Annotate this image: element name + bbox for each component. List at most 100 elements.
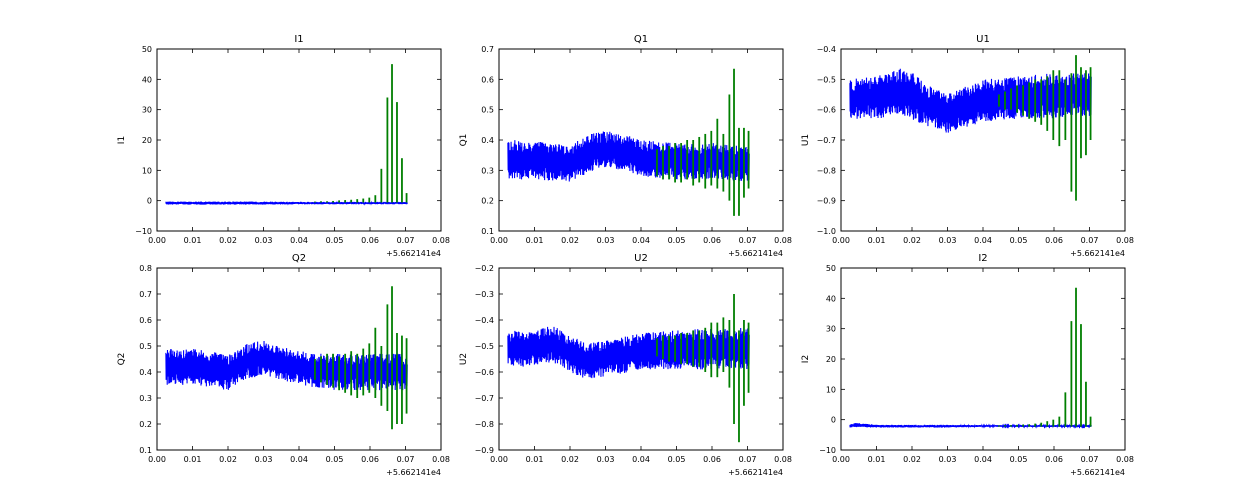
y-tick-label-I2-6: 50: [826, 264, 836, 273]
x-tick-label-Q2-2: 0.02: [219, 455, 237, 464]
x-tick-label-Q2-4: 0.04: [290, 455, 308, 464]
y-tick-label-Q1-1: 0.2: [481, 197, 494, 206]
subplot-U1: 0.00 0.01 0.02 0.03 0.04 0.05 0.06 0.07 0.08 −1.0…: [801, 34, 1134, 258]
x-tick-label-U1-6: 0.06: [1045, 236, 1063, 245]
x-tick-label-U1-1: 0.01: [868, 236, 886, 245]
y-tick-label-U1-3: −0.7: [817, 136, 836, 145]
x-tick-label-U2-5: 0.05: [668, 455, 686, 464]
x-tick-label-I2-1: 0.01: [868, 455, 886, 464]
y-tick-label-Q2-1: 0.2: [139, 420, 152, 429]
y-axis-label-Q2: Q2: [117, 353, 127, 366]
x-tick-label-Q1-2: 0.02: [561, 236, 579, 245]
x-tick-label-Q1-1: 0.01: [526, 236, 544, 245]
x-tick-label-U1-8: 0.08: [1116, 236, 1134, 245]
x-tick-label-I1-3: 0.03: [255, 236, 273, 245]
plot-area-I2: [849, 287, 1092, 429]
x-offset-label-Q2: +5.662141e4: [386, 468, 441, 477]
chart-title-U1: U1: [976, 34, 990, 45]
y-tick-label-Q1-5: 0.6: [481, 75, 494, 84]
plot-area-I1: [165, 64, 408, 206]
plot-area-Q2: [165, 286, 408, 430]
x-tick-label-I1-1: 0.01: [184, 236, 202, 245]
y-tick-label-Q1-3: 0.4: [481, 136, 494, 145]
plot-area-U2: [507, 294, 750, 443]
y-tick-label-I1-6: 50: [142, 45, 152, 54]
chart-title-I2: I2: [978, 253, 987, 264]
y-axis-label-I1: I1: [117, 136, 127, 144]
x-tick-label-U1-4: 0.04: [974, 236, 992, 245]
x-tick-label-I1-6: 0.06: [361, 236, 379, 245]
x-tick-label-U2-7: 0.07: [739, 455, 757, 464]
x-tick-label-I2-7: 0.07: [1081, 455, 1099, 464]
x-tick-label-Q1-0: 0.00: [490, 236, 508, 245]
x-tick-label-Q2-5: 0.05: [326, 455, 344, 464]
x-offset-label-Q1: +5.662141e4: [728, 249, 783, 258]
y-tick-label-I2-4: 30: [826, 325, 836, 334]
x-tick-label-U2-2: 0.02: [561, 455, 579, 464]
y-tick-label-U2-7: −0.2: [475, 264, 494, 273]
x-tick-label-U1-5: 0.05: [1010, 236, 1028, 245]
series-noise-U1: [849, 68, 1092, 133]
x-tick-label-Q1-5: 0.05: [668, 236, 686, 245]
y-tick-label-I2-2: 10: [826, 385, 836, 394]
x-tick-label-U2-0: 0.00: [490, 455, 508, 464]
series-noise-Q1: [507, 131, 750, 182]
x-tick-label-I2-2: 0.02: [903, 455, 921, 464]
x-tick-label-U2-3: 0.03: [597, 455, 615, 464]
y-tick-label-U1-6: −0.4: [817, 45, 836, 54]
plot-area-U1: [849, 55, 1092, 201]
y-tick-label-I1-1: 0: [147, 197, 152, 206]
y-tick-label-U2-0: −0.9: [475, 446, 494, 455]
subplot-U2: 0.00 0.01 0.02 0.03 0.04 0.05 0.06 0.07 0.08 −0.9…: [459, 253, 792, 477]
x-tick-label-U2-1: 0.01: [526, 455, 544, 464]
y-tick-label-U1-0: −1.0: [817, 227, 836, 236]
y-tick-label-I1-2: 10: [142, 166, 152, 175]
x-tick-label-Q1-7: 0.07: [739, 236, 757, 245]
x-tick-label-I2-5: 0.05: [1010, 455, 1028, 464]
y-axis-label-I2: I2: [801, 355, 811, 363]
y-tick-label-U2-5: −0.4: [475, 316, 494, 325]
y-tick-label-I1-4: 30: [142, 106, 152, 115]
x-tick-label-Q1-3: 0.03: [597, 236, 615, 245]
x-tick-label-Q1-4: 0.04: [632, 236, 650, 245]
y-tick-label-I2-3: 20: [826, 355, 836, 364]
x-tick-label-Q2-7: 0.07: [397, 455, 415, 464]
x-tick-label-I2-3: 0.03: [939, 455, 957, 464]
y-tick-label-I1-0: −10: [135, 227, 152, 236]
y-tick-label-U2-1: −0.8: [475, 420, 494, 429]
x-tick-label-U1-0: 0.00: [832, 236, 850, 245]
y-tick-label-I2-1: 0: [831, 416, 836, 425]
y-tick-label-Q1-4: 0.5: [481, 106, 494, 115]
x-tick-label-Q2-0: 0.00: [148, 455, 166, 464]
series-noise-Q2: [165, 341, 408, 391]
plot-area-Q1: [507, 68, 750, 216]
x-offset-label-I1: +5.662141e4: [386, 249, 441, 258]
series-noise-I2: [849, 423, 1092, 429]
series-noise-U2: [507, 326, 750, 379]
y-tick-label-I1-5: 40: [142, 75, 152, 84]
y-tick-label-Q2-2: 0.3: [139, 394, 152, 403]
x-tick-label-U2-6: 0.06: [703, 455, 721, 464]
chart-title-Q2: Q2: [292, 253, 306, 264]
x-tick-label-I1-8: 0.08: [432, 236, 450, 245]
x-offset-label-U2: +5.662141e4: [728, 468, 783, 477]
y-tick-label-I2-5: 40: [826, 294, 836, 303]
x-tick-label-Q2-1: 0.01: [184, 455, 202, 464]
x-tick-label-I1-7: 0.07: [397, 236, 415, 245]
y-tick-label-U2-6: −0.3: [475, 290, 494, 299]
y-tick-label-I2-0: −10: [819, 446, 836, 455]
y-tick-label-Q2-3: 0.4: [139, 368, 152, 377]
x-tick-label-I2-4: 0.04: [974, 455, 992, 464]
x-tick-label-Q1-6: 0.06: [703, 236, 721, 245]
y-axis-label-U1: U1: [801, 134, 811, 146]
x-tick-label-I1-2: 0.02: [219, 236, 237, 245]
y-tick-label-U1-4: −0.6: [817, 106, 836, 115]
y-tick-label-Q2-4: 0.5: [139, 342, 152, 351]
chart-title-U2: U2: [634, 253, 648, 264]
y-tick-label-U1-2: −0.8: [817, 166, 836, 175]
x-tick-label-U1-2: 0.02: [903, 236, 921, 245]
y-axis-label-U2: U2: [459, 353, 469, 365]
y-tick-label-U1-1: −0.9: [817, 197, 836, 206]
y-tick-label-Q2-7: 0.8: [139, 264, 152, 273]
